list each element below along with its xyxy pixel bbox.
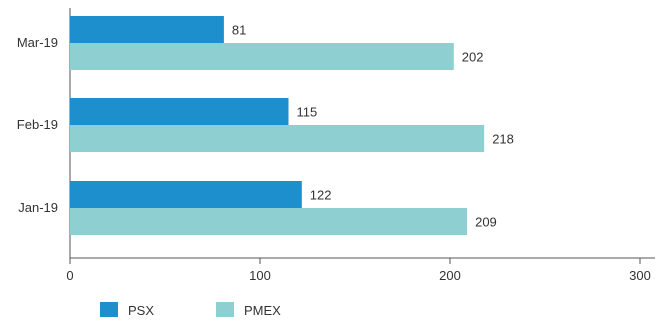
legend-swatch-pmex — [216, 302, 234, 317]
bar-pmex — [70, 43, 454, 70]
x-tick-label: 300 — [629, 268, 651, 283]
legend-label: PMEX — [244, 303, 281, 318]
legend-label: PSX — [128, 303, 154, 318]
bar-psx — [70, 98, 289, 125]
data-label: 218 — [492, 132, 514, 147]
bar-psx — [70, 16, 224, 43]
bar-pmex — [70, 125, 485, 152]
category-label: Feb-19 — [17, 117, 58, 132]
bar-pmex — [70, 208, 468, 235]
legend-swatch-psx — [100, 302, 118, 317]
data-label: 202 — [462, 50, 484, 65]
x-tick-label: 200 — [439, 268, 461, 283]
category-label: Mar-19 — [17, 35, 58, 50]
data-label: 209 — [475, 215, 497, 230]
bar-psx — [70, 181, 302, 208]
data-label: 122 — [310, 188, 332, 203]
data-label: 81 — [232, 23, 246, 38]
data-label: 115 — [297, 105, 318, 120]
category-label: Jan-19 — [18, 200, 58, 215]
x-tick-label: 100 — [249, 268, 271, 283]
x-tick-label: 0 — [66, 268, 73, 283]
